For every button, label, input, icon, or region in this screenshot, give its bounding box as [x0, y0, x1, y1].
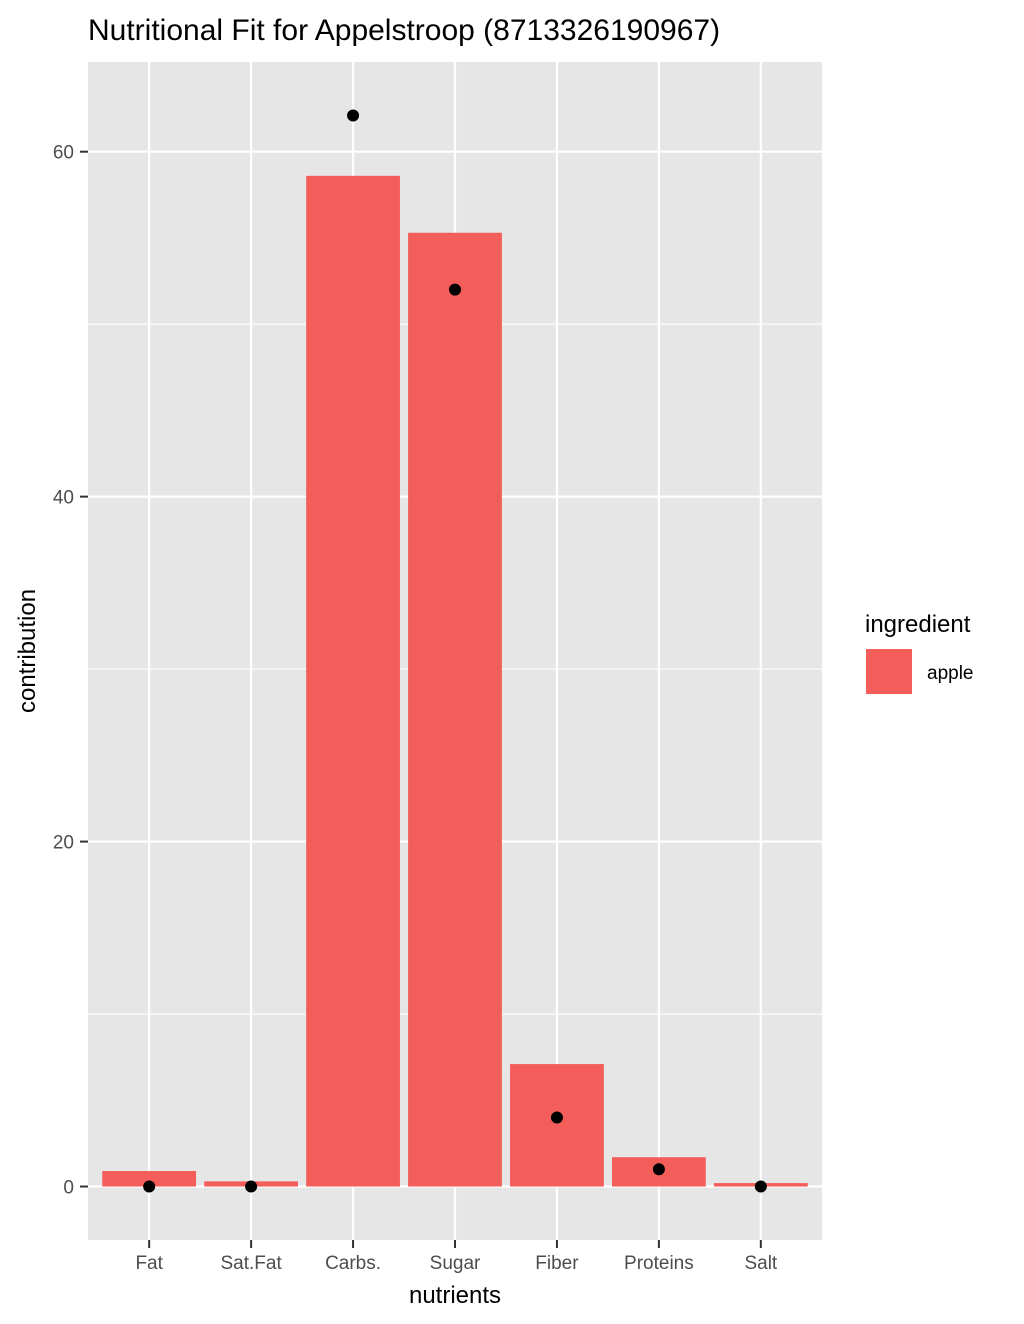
bar-fat — [102, 1171, 197, 1187]
bar-sugar — [408, 232, 502, 1187]
point-proteins — [652, 1163, 665, 1176]
point-salt — [754, 1180, 767, 1193]
y-tick-label: 40 — [53, 488, 74, 509]
points — [143, 109, 767, 1193]
x-tick-label: Proteins — [624, 1253, 694, 1274]
point-sat-fat — [245, 1180, 258, 1193]
y-tick-label: 20 — [53, 833, 74, 854]
y-tick-label: 60 — [53, 143, 74, 164]
y-tick-label: 0 — [63, 1178, 74, 1199]
bar-fiber — [510, 1064, 604, 1187]
bars — [102, 175, 808, 1187]
y-axis: 0 20 40 60 — [53, 143, 88, 1199]
point-fiber — [550, 1111, 563, 1124]
x-tick-label: Fat — [135, 1253, 163, 1274]
point-sugar — [449, 283, 461, 296]
point-carbs — [347, 109, 360, 122]
x-tick-label: Fiber — [535, 1253, 579, 1274]
x-axis-title: nutrients — [409, 1282, 501, 1309]
x-axis: Fat Sat.Fat Carbs. Sugar Fiber Proteins Salt — [135, 1240, 778, 1274]
x-tick-label: Carbs. — [325, 1253, 381, 1274]
legend-title: ingredient — [865, 611, 971, 638]
x-tick-label: Sugar — [430, 1253, 481, 1274]
legend: ingredient apple — [865, 611, 974, 694]
y-axis-title: contribution — [14, 589, 41, 713]
chart-title: Nutritional Fit for Appelstroop (8713326… — [88, 14, 720, 47]
bar-carbs — [306, 175, 400, 1187]
x-tick-label: Sat.Fat — [220, 1253, 282, 1274]
x-tick-label: Salt — [744, 1253, 777, 1274]
legend-key-apple — [866, 649, 912, 694]
point-fat — [143, 1180, 156, 1193]
legend-label-apple: apple — [927, 663, 974, 684]
